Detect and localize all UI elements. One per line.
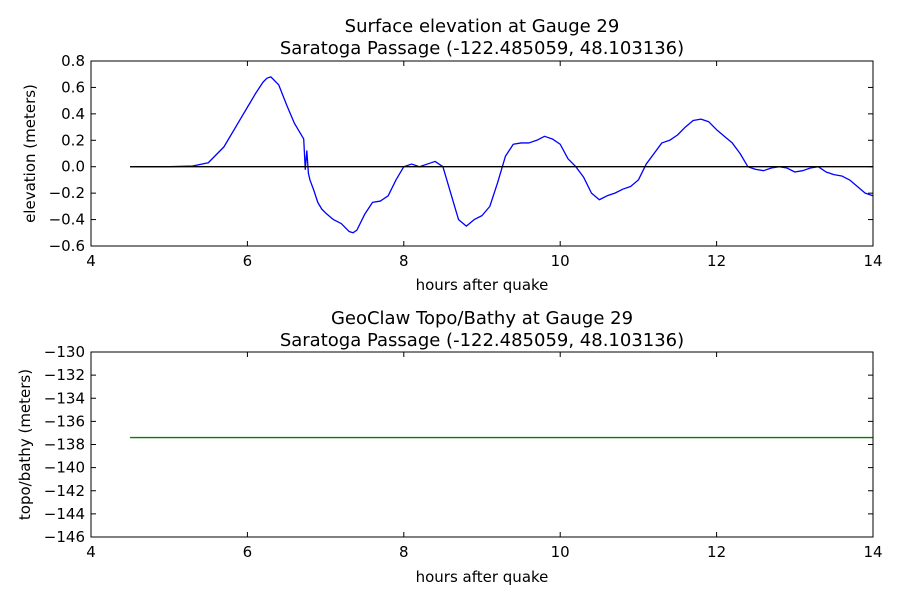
elevation-y-tick-label: 0.0 [61, 158, 85, 176]
topo-chart-title: GeoClaw Topo/Bathy at Gauge 29 [331, 308, 633, 329]
topo-y-tick-label: −142 [44, 482, 85, 500]
elevation-series-line-0 [130, 76, 874, 234]
elevation-plot-frame [90, 60, 874, 247]
elevation-y-axis-label: elevation (meters) [21, 84, 39, 223]
elevation-y-tick-label: −0.2 [49, 184, 85, 202]
elevation-chart: Surface elevation at Gauge 29 Saratoga P… [21, 16, 883, 294]
elevation-series-layer [130, 76, 874, 234]
elevation-chart-title: Surface elevation at Gauge 29 [345, 16, 620, 37]
topo-y-tick-label: −136 [44, 412, 85, 430]
elevation-y-tick-label: 0.8 [61, 52, 85, 70]
elevation-x-tick-label: 4 [86, 252, 96, 270]
elevation-x-tick-label: 10 [551, 252, 570, 270]
topo-y-tick-label: −140 [44, 459, 85, 477]
elevation-y-tick-label: 0.6 [61, 78, 85, 96]
topo-chart-subtitle: Saratoga Passage (-122.485059, 48.103136… [280, 330, 684, 351]
topo-x-tick-label: 4 [86, 543, 96, 561]
elevation-chart-subtitle: Saratoga Passage (-122.485059, 48.103136… [280, 38, 684, 59]
topo-bathy-chart: GeoClaw Topo/Bathy at Gauge 29 Saratoga … [16, 308, 883, 586]
elevation-x-tick-label: 14 [863, 252, 882, 270]
elevation-x-tick-label: 6 [243, 252, 253, 270]
topo-plot-frame [90, 351, 874, 538]
topo-y-tick-label: −132 [44, 366, 85, 384]
elevation-y-tick-label: 0.2 [61, 131, 85, 149]
topo-x-tick-label: 6 [243, 543, 253, 561]
elevation-x-tick-label: 8 [399, 252, 409, 270]
topo-x-tick-label: 8 [399, 543, 409, 561]
topo-y-tick-label: −146 [44, 528, 85, 546]
topo-y-tick-label: −130 [44, 343, 85, 361]
topo-y-axis-label: topo/bathy (meters) [16, 369, 34, 520]
elevation-ticks-layer: 4 6 8 10 12 14 −0.6 −0.4 −0.2 0.0 0.2 0.4 0.6 0.8 [49, 52, 883, 270]
elevation-y-tick-label: −0.4 [49, 211, 85, 229]
topo-y-tick-label: −138 [44, 436, 85, 454]
topo-x-tick-label: 10 [551, 543, 570, 561]
topo-x-tick-label: 14 [863, 543, 882, 561]
topo-y-tick-label: −134 [44, 389, 85, 407]
elevation-y-tick-label: 0.4 [61, 105, 85, 123]
elevation-x-axis-label: hours after quake [416, 276, 549, 294]
topo-x-tick-label: 12 [707, 543, 726, 561]
topo-x-axis-label: hours after quake [416, 568, 549, 586]
topo-y-tick-label: −144 [44, 505, 85, 523]
elevation-y-tick-label: −0.6 [49, 237, 85, 255]
topo-ticks-layer: 4 6 8 10 12 14 −146 −144 −142 −140 −138 −136 −134 −13… [44, 343, 883, 561]
elevation-x-tick-label: 12 [707, 252, 726, 270]
